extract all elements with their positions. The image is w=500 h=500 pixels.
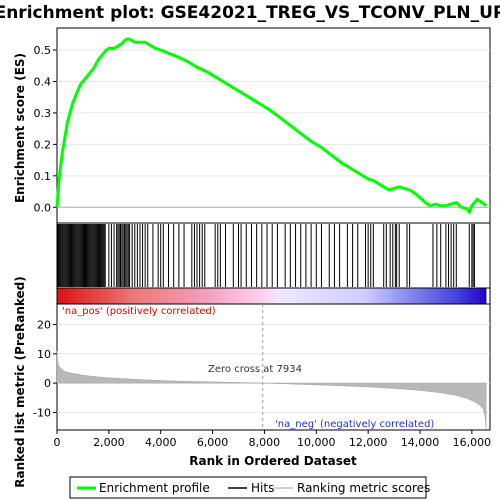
x-tick-label: 16,000 bbox=[453, 436, 492, 449]
ranking-color-strip bbox=[56, 287, 487, 305]
x-tick-label: 8,000 bbox=[249, 436, 281, 449]
enrichment-profile-line bbox=[55, 37, 488, 215]
es-tick-label: 0.4 bbox=[34, 75, 52, 88]
x-tick-label: 2,000 bbox=[93, 436, 125, 449]
metric-y-axis-label: Ranked list metric (PreRanked) bbox=[13, 276, 27, 488]
es-tick-label: 0.1 bbox=[34, 170, 52, 183]
metric-tick-label: 20 bbox=[37, 319, 51, 332]
x-tick-label: 14,000 bbox=[401, 436, 440, 449]
x-axis-label: Rank in Ordered Dataset bbox=[189, 454, 357, 468]
es-y-axis-label: Enrichment score (ES) bbox=[13, 53, 27, 203]
na-pos-label: 'na_pos' (positively correlated) bbox=[62, 306, 216, 317]
ranking-metric-area bbox=[56, 350, 487, 431]
metric-y-ticks: 20 10 0 -10 bbox=[33, 319, 57, 419]
x-tick-label: 12,000 bbox=[349, 436, 388, 449]
legend-hits-label: Hits bbox=[251, 481, 274, 495]
es-tick-label: 0.3 bbox=[34, 107, 52, 120]
es-y-ticks: 0.0 0.1 0.2 0.3 0.4 0.5 bbox=[34, 44, 57, 214]
x-tick-label: 0 bbox=[54, 436, 61, 449]
hits-bars bbox=[57, 224, 475, 287]
x-tick-label: 6,000 bbox=[197, 436, 229, 449]
zero-cross-label: Zero cross at 7934 bbox=[208, 364, 302, 375]
metric-tick-label: 10 bbox=[37, 348, 51, 361]
metric-x-ticks: 0 2,000 4,000 6,000 8,000 10,000 12,000 14,000 1… bbox=[54, 430, 492, 449]
legend-ranking-label: Ranking metric scores bbox=[297, 481, 430, 495]
es-tick-label: 0.0 bbox=[34, 201, 52, 214]
na-neg-label: 'na_neg' (negatively correlated) bbox=[275, 419, 434, 430]
chart-title: Enrichment plot: GSE42021_TREG_VS_TCONV_… bbox=[0, 3, 500, 23]
legend-box bbox=[69, 476, 427, 499]
metric-tick-label: -10 bbox=[33, 406, 51, 419]
legend-enrichment-label: Enrichment profile bbox=[99, 481, 210, 495]
metric-tick-label: 0 bbox=[44, 377, 51, 390]
x-tick-label: 4,000 bbox=[145, 436, 177, 449]
es-tick-label: 0.2 bbox=[34, 138, 52, 151]
es-tick-label: 0.5 bbox=[34, 44, 52, 57]
x-tick-label: 10,000 bbox=[297, 436, 336, 449]
es-plot-frame bbox=[56, 27, 491, 224]
